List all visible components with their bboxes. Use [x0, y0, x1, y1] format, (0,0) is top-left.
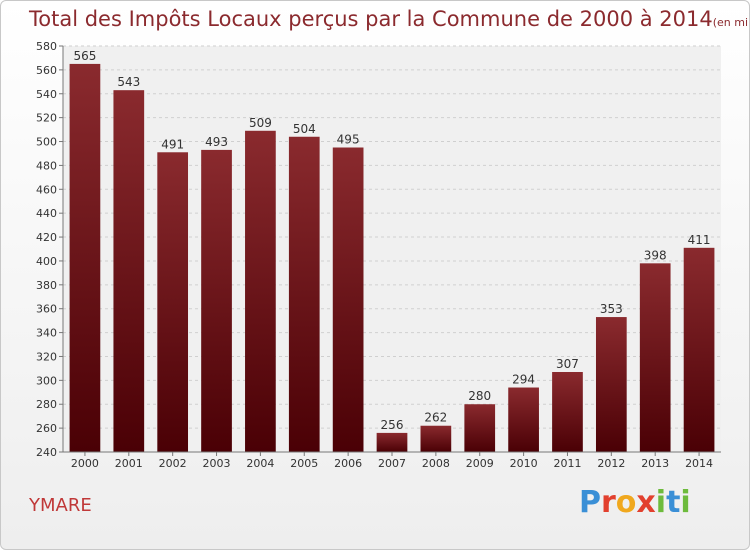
y-tick-label: 320: [36, 350, 57, 363]
x-tick-label-2006: 2006: [334, 457, 362, 470]
y-tick-label: 340: [36, 327, 57, 340]
bar-2011: [552, 371, 583, 452]
data-label-2014: 411: [688, 233, 711, 247]
bar-2008: [420, 425, 452, 452]
bar-2012: [595, 317, 627, 452]
bar-2010: [508, 387, 539, 452]
data-label-2002: 491: [161, 137, 184, 151]
data-label-2005: 504: [293, 122, 316, 136]
data-label-2001: 543: [117, 75, 140, 89]
bar-2013: [639, 263, 671, 452]
y-tick-label: 360: [36, 303, 57, 316]
y-tick-label: 540: [36, 88, 57, 101]
x-tick-label-2004: 2004: [246, 457, 274, 470]
x-tick-label-2010: 2010: [510, 457, 538, 470]
x-tick-label-2007: 2007: [378, 457, 406, 470]
logo-letter: i: [680, 485, 691, 520]
logo-letter: P: [579, 485, 601, 520]
commune-name: YMARE: [29, 495, 92, 516]
x-tick-label-2005: 2005: [290, 457, 318, 470]
logo-letter: i: [655, 485, 667, 520]
data-label-2009: 280: [468, 389, 491, 403]
bar-2004: [245, 130, 276, 452]
data-label-2004: 509: [249, 116, 272, 130]
x-tick-label-2000: 2000: [71, 457, 99, 470]
chart-title-text: Total des Impôts Locaux perçus par la Co…: [29, 7, 713, 31]
x-tick-label-2012: 2012: [597, 457, 625, 470]
y-tick-label: 280: [36, 398, 57, 411]
logo-letter: r: [601, 485, 616, 520]
logo-letter: x: [636, 485, 656, 520]
data-label-2000: 565: [73, 49, 96, 63]
data-label-2006: 495: [337, 133, 360, 147]
y-tick-label: 400: [36, 255, 57, 268]
data-label-2012: 353: [600, 302, 623, 316]
proxiti-logo: Proxiti: [579, 485, 691, 520]
data-label-2008: 262: [424, 411, 447, 425]
bar-2005: [288, 136, 320, 453]
bar-2006: [332, 147, 364, 452]
data-label-2011: 307: [556, 357, 579, 371]
y-tick-label: 480: [36, 159, 57, 172]
logo-letter: o: [615, 485, 637, 520]
y-tick-label: 380: [36, 279, 57, 292]
data-label-2003: 493: [205, 135, 228, 149]
x-tick-label-2009: 2009: [466, 457, 494, 470]
y-tick-label: 460: [36, 183, 57, 196]
x-tick-label-2008: 2008: [422, 457, 450, 470]
logo-letter: t: [666, 485, 681, 520]
bar-2003: [201, 149, 232, 452]
bar-2014: [683, 247, 715, 452]
y-tick-label: 520: [36, 112, 57, 125]
chart-unit: (en milliers d'€): [712, 16, 749, 29]
x-tick-label-2014: 2014: [685, 457, 713, 470]
x-tick-label-2002: 2002: [159, 457, 187, 470]
y-tick-label: 300: [36, 374, 57, 387]
bar-2000: [69, 63, 101, 452]
y-tick-label: 420: [36, 231, 57, 244]
bar-2001: [113, 90, 145, 453]
x-tick-label-2001: 2001: [115, 457, 143, 470]
data-label-2013: 398: [644, 248, 667, 262]
chart-title: Total des Impôts Locaux perçus par la Co…: [29, 7, 749, 31]
x-tick-label-2011: 2011: [553, 457, 581, 470]
data-label-2007: 256: [381, 418, 404, 432]
x-tick-label-2003: 2003: [203, 457, 231, 470]
bar-2007: [376, 432, 408, 452]
bar-2002: [157, 152, 189, 452]
y-tick-label: 240: [36, 446, 57, 459]
y-tick-label: 560: [36, 64, 57, 77]
y-tick-label: 260: [36, 422, 57, 435]
x-tick-label-2013: 2013: [641, 457, 669, 470]
bar-2009: [464, 404, 496, 452]
data-label-2010: 294: [512, 373, 535, 387]
y-tick-label: 500: [36, 136, 57, 149]
y-tick-label: 440: [36, 207, 57, 220]
y-tick-label: 580: [36, 40, 57, 53]
